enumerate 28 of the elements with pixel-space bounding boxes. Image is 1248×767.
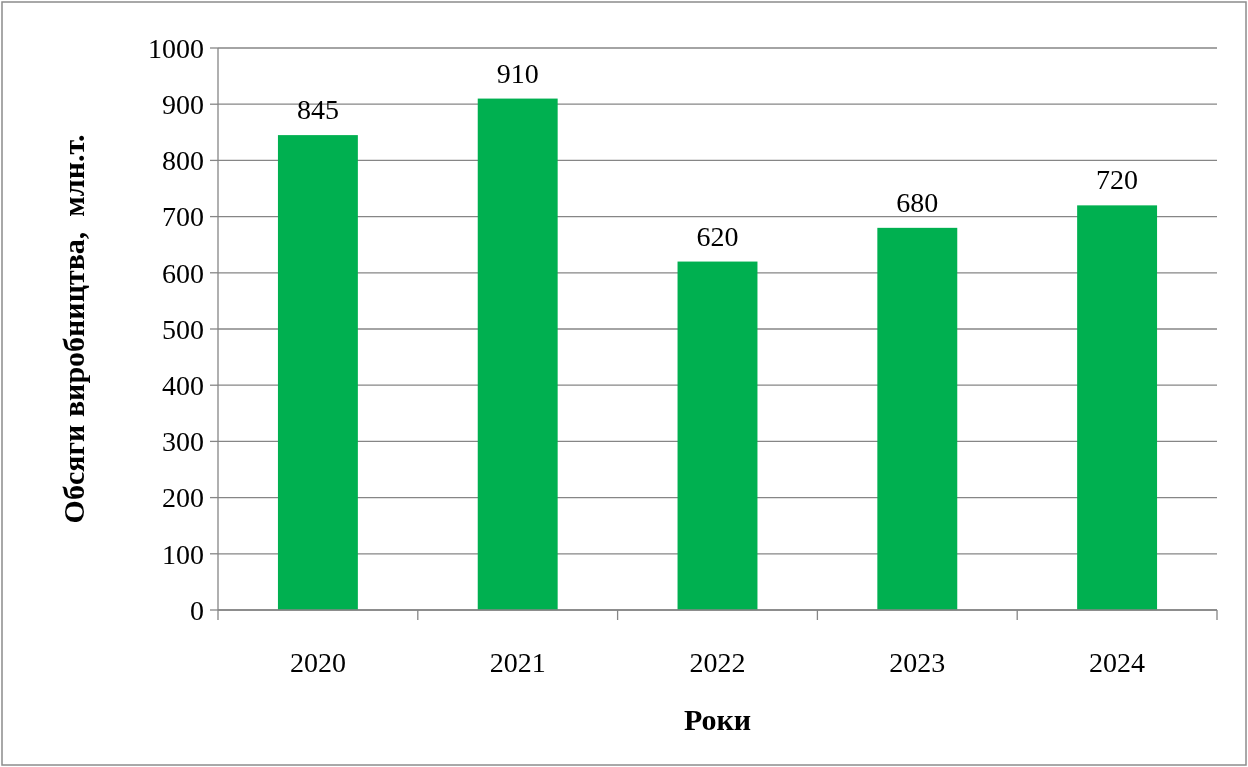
y-tick-label: 1000 bbox=[148, 32, 204, 64]
data-label: 720 bbox=[1096, 164, 1139, 196]
y-tick-label: 700 bbox=[162, 201, 204, 233]
data-label: 680 bbox=[896, 186, 939, 218]
x-tick-label: 2024 bbox=[1089, 647, 1146, 678]
y-tick-label: 800 bbox=[162, 145, 204, 177]
y-tick-label: 500 bbox=[162, 313, 204, 345]
x-tick-label: 2022 bbox=[689, 647, 746, 678]
y-tick-label: 300 bbox=[162, 426, 204, 458]
bar bbox=[277, 135, 358, 610]
x-tick-label: 2021 bbox=[489, 647, 546, 678]
bar bbox=[677, 261, 758, 610]
y-tick-label: 900 bbox=[162, 89, 204, 120]
data-label: 845 bbox=[296, 94, 339, 126]
y-tick-label: 400 bbox=[162, 370, 204, 401]
y-tick-label: 200 bbox=[162, 482, 204, 514]
x-axis-title: Роки bbox=[683, 703, 752, 736]
bar bbox=[1077, 205, 1158, 610]
y-tick-label: 0 bbox=[190, 594, 204, 626]
y-tick-label: 100 bbox=[162, 538, 204, 570]
bar bbox=[477, 98, 558, 610]
data-label: 620 bbox=[696, 220, 739, 252]
y-axis-title: Обсяги виробництва, млн.т. bbox=[57, 134, 90, 524]
x-tick-label: 2023 bbox=[889, 647, 946, 678]
bar bbox=[877, 227, 958, 610]
y-tick-label: 600 bbox=[162, 257, 204, 289]
x-tick-label: 2020 bbox=[289, 647, 346, 678]
data-label: 910 bbox=[496, 57, 539, 89]
